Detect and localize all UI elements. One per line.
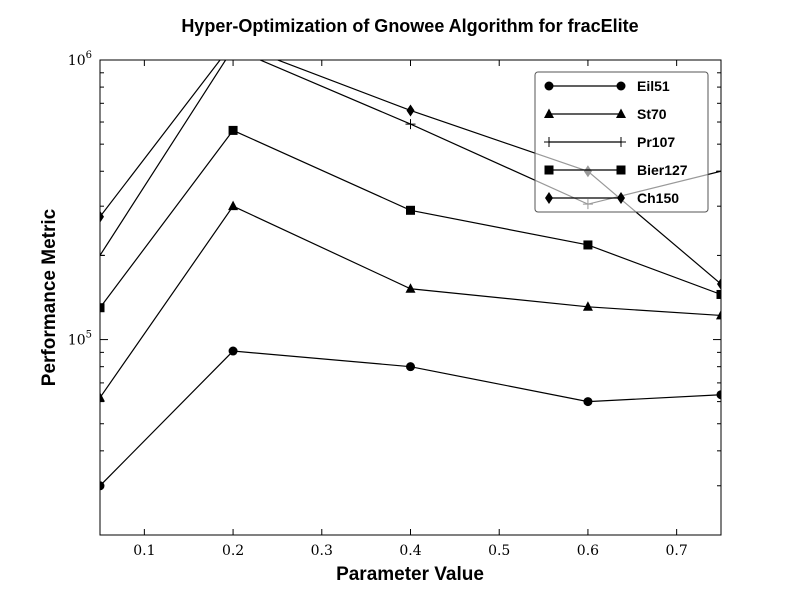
data-point-ch150 [406,104,415,117]
x-tick-label: 0.3 [311,543,333,559]
legend-marker-pr107 [544,137,554,147]
legend-label-ch150: Ch150 [637,190,679,206]
legend-label-bier127: Bier127 [637,162,688,178]
y-axis-label: Performance Metric [39,208,60,386]
legend-marker-st70 [616,108,626,118]
legend-label-eil51: Eil51 [637,78,670,94]
data-point-st70 [716,309,721,320]
legend-marker-st70 [544,108,554,118]
x-tick-label: 0.7 [666,543,688,559]
data-point-bier127 [406,205,415,215]
series-line-eil51 [100,350,721,487]
legend-marker-eil51 [616,81,626,91]
data-point-bier127 [228,125,238,135]
x-tick-label: 0.2 [222,543,244,559]
x-tick-label: 0.1 [133,543,155,559]
legend: Eil51 St70 Pr107 Bier127 Ch150 [534,71,709,213]
data-point-st70 [405,283,416,293]
legend-marker-ch150 [545,192,553,204]
legend-marker-eil51 [544,81,554,91]
data-point-ch150 [229,37,237,49]
data-point-pr107 [405,119,416,130]
x-axis-label: Parameter Value [336,564,484,585]
plot-area [100,37,721,491]
data-point-bier127 [100,303,105,313]
data-point-bier127 [716,289,721,299]
axes: 0.1 0.2 0.3 0.4 0.5 0.6 0.7 105 106 [68,50,721,559]
data-point-eil51 [228,346,238,356]
x-tick-label: 0.5 [488,543,510,559]
data-point-st70 [228,200,239,211]
legend-marker-bier127 [616,165,626,175]
data-point-bier127 [583,240,593,250]
data-point-pr107 [228,43,238,53]
data-point-eil51 [406,362,415,372]
y-tick-label: 106 [68,50,92,69]
legend-label-pr107: Pr107 [637,134,675,150]
data-point-st70 [582,301,593,311]
x-tick-label: 0.6 [577,543,599,559]
legend-marker-pr107 [616,137,626,147]
legend-marker-ch150 [617,192,625,204]
legend-label-st70: St70 [637,106,667,122]
x-tick-label: 0.4 [399,543,421,559]
data-point-eil51 [583,397,593,407]
data-point-st70 [100,392,105,402]
chart-title: Hyper-Optimization of Gnowee Algorithm f… [181,16,638,36]
data-point-ch150 [717,278,721,291]
data-point-eil51 [716,390,721,400]
data-point-ch150 [100,210,104,223]
legend-marker-bier127 [544,165,554,175]
y-tick-label: 105 [68,330,92,349]
